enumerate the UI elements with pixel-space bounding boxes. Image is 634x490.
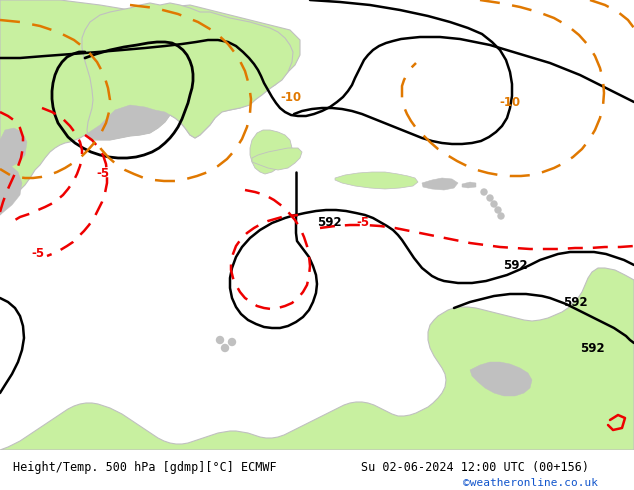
Polygon shape xyxy=(0,128,27,170)
Text: -5: -5 xyxy=(356,216,370,228)
Polygon shape xyxy=(250,130,292,174)
Text: Su 02-06-2024 12:00 UTC (00+156): Su 02-06-2024 12:00 UTC (00+156) xyxy=(361,461,590,474)
Circle shape xyxy=(498,213,504,219)
Text: -5: -5 xyxy=(96,167,110,179)
Circle shape xyxy=(228,339,235,345)
Text: 592: 592 xyxy=(563,295,588,309)
Text: -10: -10 xyxy=(280,91,302,103)
Polygon shape xyxy=(470,362,532,396)
Text: 592: 592 xyxy=(503,259,527,271)
Polygon shape xyxy=(0,162,22,215)
Text: -5: -5 xyxy=(32,246,44,260)
Polygon shape xyxy=(85,105,170,140)
Circle shape xyxy=(216,337,224,343)
Text: -10: -10 xyxy=(500,96,521,108)
Circle shape xyxy=(221,344,228,351)
Text: ©weatheronline.co.uk: ©weatheronline.co.uk xyxy=(463,478,598,488)
Circle shape xyxy=(495,207,501,213)
Polygon shape xyxy=(252,148,302,170)
Circle shape xyxy=(491,201,497,207)
Polygon shape xyxy=(462,182,476,188)
Text: 592: 592 xyxy=(580,342,605,354)
Polygon shape xyxy=(0,0,300,215)
Circle shape xyxy=(481,189,487,195)
Polygon shape xyxy=(82,3,293,140)
Text: 592: 592 xyxy=(317,216,342,228)
Circle shape xyxy=(487,195,493,201)
Polygon shape xyxy=(422,178,458,190)
Polygon shape xyxy=(335,172,418,189)
Text: Height/Temp. 500 hPa [gdmp][°C] ECMWF: Height/Temp. 500 hPa [gdmp][°C] ECMWF xyxy=(13,461,276,474)
Polygon shape xyxy=(0,268,634,450)
